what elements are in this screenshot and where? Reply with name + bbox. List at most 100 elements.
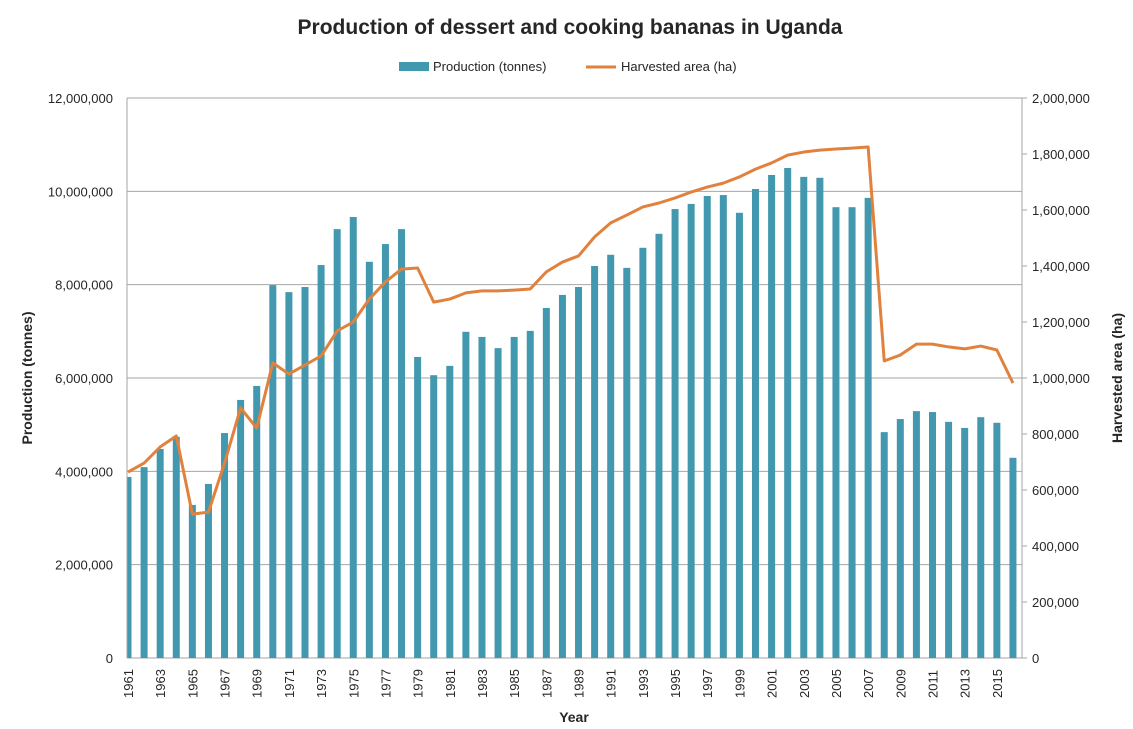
y-tick-label: 0 <box>106 651 113 666</box>
y2-tick-label: 400,000 <box>1032 539 1079 554</box>
x-tick-label: 2001 <box>765 669 780 698</box>
bar-production <box>526 330 534 658</box>
x-tick-label: 1979 <box>411 669 426 698</box>
bar-production <box>623 267 631 658</box>
x-tick-label: 1975 <box>346 669 361 698</box>
x-tick-label: 1961 <box>121 669 136 698</box>
bar-production <box>221 433 229 658</box>
bar-production <box>510 336 518 658</box>
bar-production <box>800 176 808 658</box>
bar-production <box>204 483 212 658</box>
bar-production <box>703 196 711 658</box>
bar-production <box>542 308 550 658</box>
x-tick-label: 2009 <box>893 669 908 698</box>
bar-production <box>558 294 566 658</box>
bar-production <box>929 412 936 658</box>
bar-production <box>719 195 727 659</box>
y2-tick-label: 1,400,000 <box>1032 259 1090 274</box>
bar-production <box>639 247 647 659</box>
x-tick-label: 1997 <box>700 669 715 698</box>
y2-tick-label: 2,000,000 <box>1032 91 1090 106</box>
bar-production <box>832 207 840 658</box>
y-tick-label: 8,000,000 <box>55 278 113 293</box>
bar-production <box>156 448 164 658</box>
bar-production <box>977 417 985 658</box>
bar-production <box>591 266 599 658</box>
bar-production <box>768 175 776 658</box>
bar-production <box>880 432 888 658</box>
bar-production <box>945 421 953 658</box>
bar-production <box>446 365 454 658</box>
legend: Production (tonnes) Harvested area (ha) <box>399 59 737 74</box>
bar-production <box>961 427 969 658</box>
bar-production <box>784 168 792 658</box>
y2-tick-label: 1,800,000 <box>1032 147 1090 162</box>
x-tick-label: 1973 <box>314 669 329 698</box>
bar-production <box>575 287 583 658</box>
bar-production <box>655 233 663 659</box>
bar-production <box>349 217 357 658</box>
x-tick-label: 2013 <box>958 669 973 698</box>
bar-production <box>478 336 486 658</box>
x-tick-label: 1987 <box>539 669 554 698</box>
x-tick-label: 1963 <box>153 669 168 698</box>
line-harvested-area <box>127 145 1015 516</box>
y2-axis-title: Harvested area (ha) <box>1109 313 1125 443</box>
bar-production <box>381 244 389 659</box>
bar-production <box>172 436 180 658</box>
x-tick-label: 1993 <box>636 669 651 698</box>
y-tick-label: 10,000,000 <box>48 184 113 199</box>
bar-production <box>848 207 856 658</box>
x-tick-label: 2003 <box>797 669 812 698</box>
x-tick-label: 1985 <box>507 669 522 698</box>
x-tick-label: 2015 <box>990 669 1005 698</box>
bar-production <box>912 411 920 658</box>
y2-tick-label: 1,200,000 <box>1032 315 1090 330</box>
x-tick-label: 1991 <box>604 669 619 698</box>
y-tick-label: 4,000,000 <box>55 464 113 479</box>
bar-production <box>414 357 422 658</box>
x-tick-label: 1999 <box>732 669 747 698</box>
bar-production <box>607 254 615 659</box>
y-tick-label: 6,000,000 <box>55 371 113 386</box>
bar-production <box>430 375 438 658</box>
bar-production <box>671 209 679 659</box>
bar-production <box>816 177 824 659</box>
bar-production <box>752 189 760 658</box>
bar-production <box>269 285 277 658</box>
x-tick-label: 1969 <box>250 669 265 698</box>
legend-swatch-production <box>399 62 429 71</box>
x-tick-label: 1983 <box>475 669 490 698</box>
x-axis-title: Year <box>559 709 589 725</box>
legend-label-production: Production (tonnes) <box>433 59 546 74</box>
legend-label-area: Harvested area (ha) <box>621 59 737 74</box>
bar-production <box>494 348 502 658</box>
x-tick-label: 1965 <box>185 669 200 698</box>
x-tick-label: 1971 <box>282 669 297 698</box>
bar-production <box>398 229 406 658</box>
bar-production <box>140 467 148 658</box>
bar-production <box>993 422 1001 658</box>
x-tick-label: 1967 <box>218 669 233 698</box>
bar-production <box>127 476 132 658</box>
y-axis-title: Production (tonnes) <box>19 312 35 445</box>
chart-title: Production of dessert and cooking banana… <box>298 16 843 39</box>
y2-tick-label: 800,000 <box>1032 427 1079 442</box>
x-tick-label: 1989 <box>572 669 587 698</box>
bar-production <box>237 399 245 658</box>
bar-production <box>188 504 196 658</box>
bar-production <box>317 265 325 658</box>
bar-production <box>285 292 293 658</box>
bar-production <box>687 203 695 658</box>
bar-production <box>896 419 904 658</box>
x-tick-label: 1977 <box>378 669 393 698</box>
bar-production <box>864 197 872 658</box>
y2-tick-label: 600,000 <box>1032 483 1079 498</box>
bar-production <box>365 261 373 658</box>
x-tick-label: 2011 <box>926 670 941 698</box>
bar-production <box>735 212 743 659</box>
y-tick-label: 12,000,000 <box>48 91 113 106</box>
bar-production <box>1009 457 1017 658</box>
